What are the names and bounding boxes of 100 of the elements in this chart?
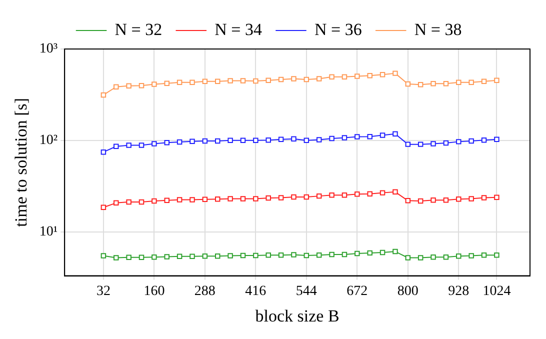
point — [316, 137, 322, 142]
point — [494, 136, 500, 142]
point — [202, 78, 208, 84]
point — [253, 138, 258, 144]
point — [214, 78, 220, 84]
x-tick-label: 544 — [296, 284, 317, 299]
point — [152, 141, 157, 146]
point — [443, 198, 449, 203]
point — [304, 138, 310, 144]
point — [443, 140, 449, 146]
y-tick-label: 10¹ — [39, 224, 58, 240]
point — [240, 252, 246, 258]
legend-label: N = 38 — [414, 20, 462, 39]
point — [100, 204, 106, 210]
point — [456, 253, 462, 259]
point — [443, 254, 449, 260]
point — [329, 74, 334, 80]
point — [354, 192, 360, 197]
point — [240, 196, 246, 202]
point — [443, 81, 449, 86]
point — [380, 72, 386, 78]
x-tick-label: 288 — [194, 284, 216, 299]
point — [456, 196, 462, 202]
point — [418, 198, 424, 204]
point — [316, 76, 322, 82]
point — [405, 198, 411, 204]
point — [176, 139, 182, 145]
legend-label: N = 32 — [114, 20, 162, 39]
legend-label: N = 36 — [314, 20, 362, 39]
point — [342, 192, 348, 198]
point — [126, 142, 132, 148]
point — [494, 252, 500, 258]
point — [392, 248, 398, 254]
point — [152, 254, 157, 260]
y-axis-title: time to solution [s] — [12, 98, 31, 227]
point — [202, 196, 208, 202]
point — [266, 137, 271, 143]
point — [468, 196, 474, 202]
point — [176, 254, 182, 260]
point — [228, 196, 233, 202]
point — [468, 80, 474, 86]
point — [329, 252, 334, 258]
point — [380, 190, 386, 196]
point — [114, 144, 119, 150]
point — [481, 252, 487, 258]
point — [164, 198, 170, 203]
point — [430, 141, 436, 146]
point — [114, 84, 119, 90]
point — [266, 195, 271, 201]
point — [354, 134, 360, 140]
point — [367, 134, 372, 140]
x-tick-label: 800 — [397, 284, 418, 299]
point — [405, 81, 411, 87]
point — [481, 78, 487, 84]
point — [176, 197, 182, 202]
x-tick-label: 928 — [448, 284, 470, 299]
point — [126, 83, 132, 88]
point — [354, 74, 360, 79]
point — [380, 132, 386, 138]
point — [190, 80, 195, 86]
point — [291, 194, 296, 200]
point — [253, 252, 258, 258]
point — [126, 199, 132, 205]
point — [138, 199, 144, 205]
point — [316, 193, 322, 199]
point — [278, 76, 284, 82]
x-tick-label: 32 — [96, 284, 110, 299]
point — [190, 254, 195, 260]
point — [100, 92, 106, 98]
x-tick-label: 160 — [144, 284, 165, 299]
point — [468, 138, 474, 144]
point — [202, 138, 208, 144]
point — [228, 138, 233, 144]
point — [138, 254, 144, 260]
point — [418, 142, 424, 147]
point — [291, 76, 296, 82]
point — [405, 255, 411, 260]
point — [278, 252, 284, 258]
point — [266, 78, 271, 84]
point — [240, 78, 246, 84]
y-tick-label: 10³ — [39, 42, 58, 57]
point — [126, 254, 132, 260]
x-tick-label: 672 — [346, 284, 368, 299]
point — [456, 80, 462, 86]
x-tick-label: 416 — [245, 284, 266, 299]
point — [214, 138, 220, 144]
point — [481, 195, 487, 200]
point — [367, 191, 372, 196]
point — [164, 254, 170, 260]
legend-label: N = 34 — [214, 20, 262, 39]
point — [418, 82, 424, 88]
point — [494, 194, 500, 200]
point — [494, 78, 500, 84]
point — [392, 131, 398, 136]
point — [164, 140, 170, 146]
point — [405, 142, 411, 147]
point — [304, 76, 310, 82]
point — [114, 200, 119, 206]
point — [240, 138, 246, 144]
point — [367, 250, 372, 256]
